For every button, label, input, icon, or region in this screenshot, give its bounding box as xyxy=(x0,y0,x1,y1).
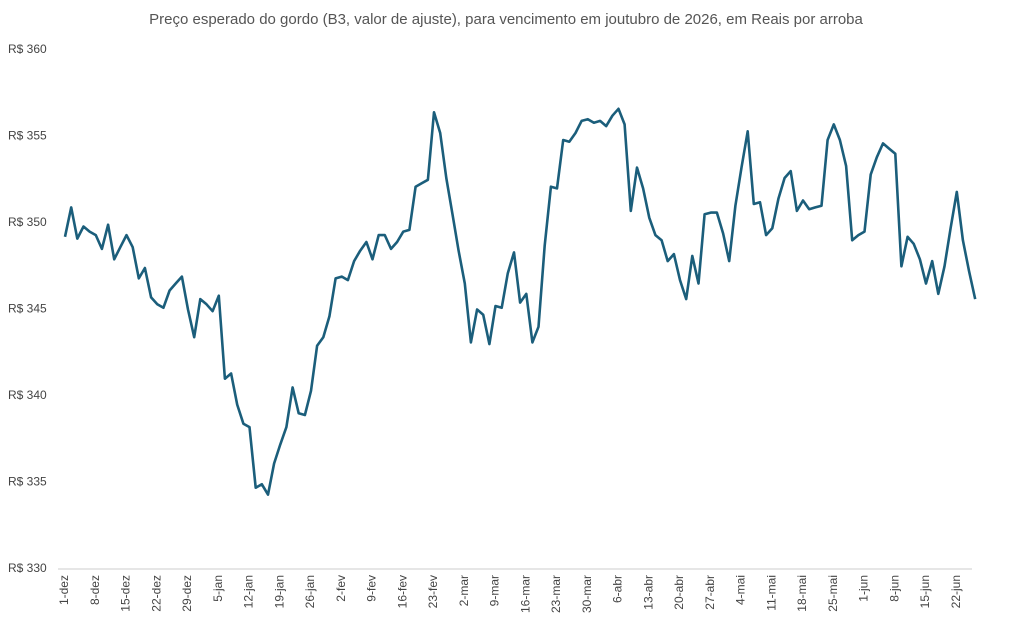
x-tick-label: 30-mar xyxy=(580,575,594,613)
x-tick-label: 23-fev xyxy=(426,575,440,608)
x-tick-label: 5-jan xyxy=(211,575,225,602)
x-tick-label: 13-abr xyxy=(641,575,655,610)
x-tick-label: 29-dez xyxy=(180,575,194,612)
x-tick-label: 1-jun xyxy=(857,575,871,602)
x-tick-label: 1-dez xyxy=(57,575,71,605)
x-tick-label: 12-jan xyxy=(242,575,256,608)
x-tick-label: 4-mai xyxy=(734,575,748,605)
x-tick-label: 22-jun xyxy=(949,575,963,608)
x-tick-label: 9-mar xyxy=(488,575,502,606)
y-tick-label: R$ 345 xyxy=(8,302,47,316)
x-tick-label: 16-mar xyxy=(518,575,532,613)
x-tick-label: 9-fev xyxy=(365,575,379,602)
y-tick-label: R$ 355 xyxy=(8,129,47,143)
chart-title: Preço esperado do gordo (B3, valor de aj… xyxy=(149,11,863,28)
x-tick-label: 23-mar xyxy=(549,575,563,613)
x-tick-label: 2-mar xyxy=(457,575,471,606)
y-tick-label: R$ 340 xyxy=(8,388,47,402)
x-tick-label: 6-abr xyxy=(611,575,625,603)
x-tick-label: 16-fev xyxy=(395,575,409,608)
x-tick-label: 19-jan xyxy=(272,575,286,608)
x-tick-label: 27-abr xyxy=(703,575,717,610)
line-series xyxy=(63,107,977,496)
y-tick-label: R$ 350 xyxy=(8,215,47,229)
x-tick-label: 15-dez xyxy=(119,575,133,612)
y-tick-label: R$ 330 xyxy=(8,561,47,575)
x-tick-label: 8-dez xyxy=(88,575,102,605)
y-tick-label: R$ 335 xyxy=(8,475,47,489)
x-tick-label: 25-mai xyxy=(826,575,840,612)
x-tick-label: 11-mai xyxy=(764,575,778,611)
x-tick-label: 18-mai xyxy=(795,575,809,612)
x-tick-label: 20-abr xyxy=(672,575,686,610)
y-tick-label: R$ 360 xyxy=(8,42,47,56)
x-tick-label: 2-fev xyxy=(334,575,348,602)
x-tick-label: 22-dez xyxy=(149,575,163,612)
x-tick-label: 26-jan xyxy=(303,575,317,608)
x-tick-label: 8-jun xyxy=(887,575,901,602)
x-tick-label: 15-jun xyxy=(918,575,932,608)
